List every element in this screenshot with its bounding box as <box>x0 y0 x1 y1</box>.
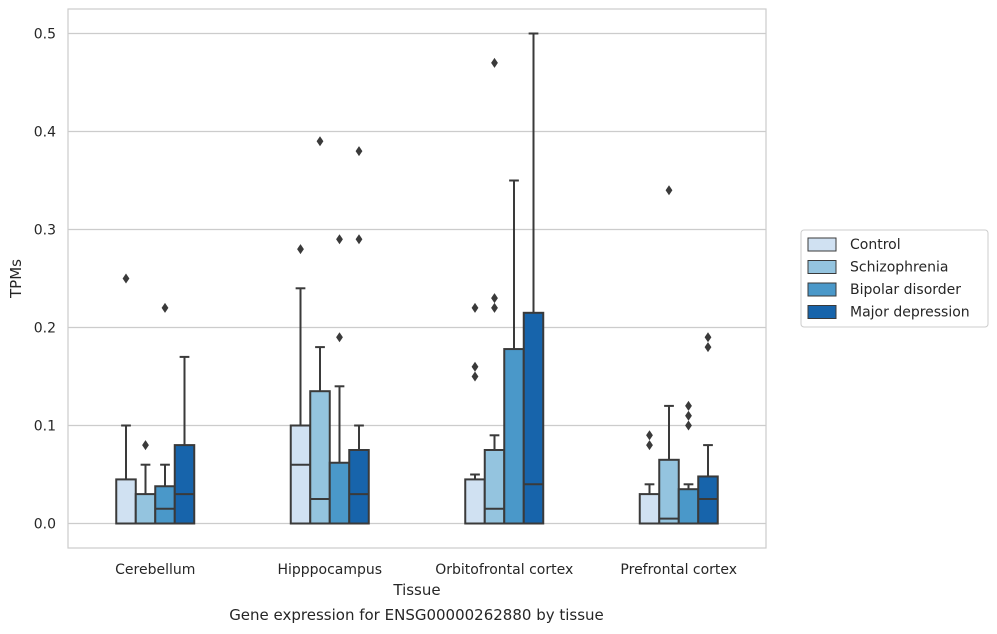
outlier-point <box>471 302 479 313</box>
outlier-point <box>142 440 149 451</box>
y-tick-label: 0.2 <box>34 321 56 337</box>
outlier-point <box>336 234 343 245</box>
outlier-point <box>665 185 673 196</box>
legend-label: Major depression <box>850 305 970 321</box>
y-tick-label: 0.4 <box>34 125 56 141</box>
box-iqr <box>309 390 331 525</box>
outlier-point <box>471 371 479 382</box>
y-tick-label: 0.3 <box>34 223 56 239</box>
box-3-1 <box>658 185 680 525</box>
outlier-point <box>491 293 498 304</box>
box-iqr <box>483 449 506 525</box>
x-tick-label: Orbitofrontal cortex <box>435 562 573 578</box>
legend-swatch <box>807 237 837 252</box>
box-iqr <box>677 488 700 525</box>
legend-label: Schizophrenia <box>850 260 948 276</box>
y-tick-label: 0.5 <box>34 27 56 43</box>
box-1-1 <box>309 136 331 525</box>
y-tick-labels: 0.0 0.1 0.2 0.3 0.4 0.5 <box>34 27 56 533</box>
box-iqr <box>154 485 176 525</box>
outlier-point <box>336 332 343 343</box>
legend-frame <box>800 229 989 328</box>
y-tick-label: 0.0 <box>34 517 56 533</box>
box-3-3 <box>697 332 719 525</box>
outlier-point <box>471 361 479 372</box>
box-groups <box>115 32 719 525</box>
box-1-3 <box>348 146 370 525</box>
outlier-point <box>355 234 363 245</box>
box-0-1 <box>134 440 157 525</box>
box-1-2 <box>328 234 351 525</box>
legend-swatch <box>807 260 837 274</box>
box-iqr <box>522 311 545 525</box>
outlier-point <box>704 342 712 353</box>
box-iqr <box>134 493 157 525</box>
legend: Control Schizophrenia Bipolar disorder Majo… <box>800 229 989 328</box>
outlier-point <box>297 244 304 255</box>
box-iqr <box>115 478 137 525</box>
box-0-0 <box>115 273 137 525</box>
outlier-point <box>161 302 169 313</box>
box-0-2 <box>154 302 176 525</box>
outlier-point <box>491 57 498 68</box>
outlier-point <box>491 302 498 313</box>
box-iqr <box>464 478 486 525</box>
box-1-0 <box>289 244 312 525</box>
box-2-0 <box>464 302 486 525</box>
box-2-1 <box>483 57 506 525</box>
plot-frame <box>67 8 767 549</box>
chart-caption: Gene expression for ENSG00000262880 by t… <box>229 606 604 624</box>
box-3-0 <box>638 430 661 525</box>
legend-swatch <box>807 305 837 319</box>
y-tick-label: 0.1 <box>34 419 56 435</box>
outlier-point <box>646 440 653 451</box>
outlier-point <box>122 273 130 284</box>
outlier-point <box>685 400 692 411</box>
box-3-2 <box>677 400 700 525</box>
x-tick-labels: Cerebellum Hipppocampus Orbitofrontal cort… <box>115 562 737 578</box>
outlier-point <box>355 146 363 157</box>
x-tick-label: Cerebellum <box>115 562 195 578</box>
box-2-3 <box>522 32 545 525</box>
box-2-2 <box>503 179 525 525</box>
x-axis-label: Tissue <box>392 581 440 599</box>
box-0-3 <box>173 355 196 525</box>
x-tick-label: Prefrontal cortex <box>620 562 737 578</box>
box-iqr <box>328 461 351 525</box>
outlier-point <box>685 420 692 431</box>
outlier-point <box>704 332 712 343</box>
grid-lines <box>68 32 766 525</box>
legend-label: Bipolar disorder <box>850 282 961 298</box>
box-iqr <box>503 348 525 525</box>
legend-label: Control <box>850 237 901 253</box>
box-iqr <box>289 424 312 525</box>
outlier-point <box>685 410 692 421</box>
box-iqr <box>638 493 661 525</box>
y-axis-label: TPMs <box>7 259 25 299</box>
outlier-point <box>646 430 653 441</box>
box-iqr <box>348 449 370 525</box>
box-iqr <box>658 458 680 525</box>
box-iqr <box>173 444 196 525</box>
x-tick-label: Hipppocampus <box>277 562 382 578</box>
legend-swatch <box>807 282 837 297</box>
outlier-point <box>316 136 324 147</box>
